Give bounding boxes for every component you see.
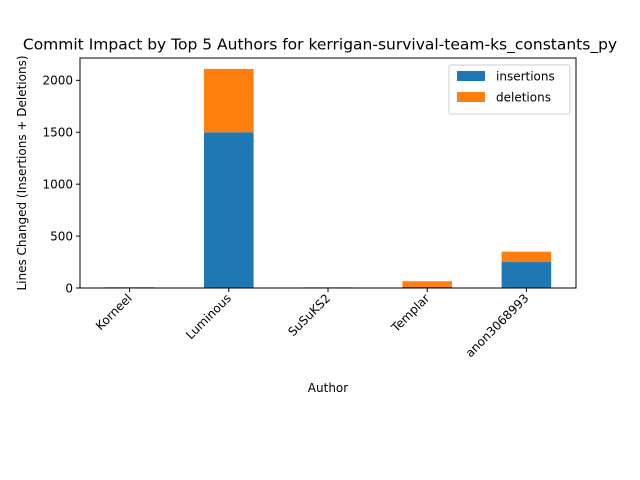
y-tick-label: 0 [65, 281, 73, 295]
bar-anon3068993-deletions [501, 251, 552, 263]
legend-label-insertions: insertions [496, 70, 555, 84]
x-tick-label-susuks2: SuSuKS2 [285, 291, 333, 339]
legend-label-deletions: deletions [496, 91, 551, 105]
y-tick-label: 1500 [42, 126, 73, 140]
y-tick-label: 500 [50, 229, 73, 243]
bar-korneel-deletions [104, 287, 155, 288]
bar-templar-insertions [402, 286, 452, 288]
x-tick-label-luminous: Luminous [183, 291, 234, 342]
x-tick-label-anon3068993: anon3068993 [463, 291, 532, 360]
bar-luminous-deletions [204, 68, 254, 133]
legend: insertions deletions [448, 64, 571, 115]
x-axis: Korneel Luminous SuSuKS2 Templar anon3068993 [93, 288, 532, 360]
bars-group [104, 68, 552, 288]
bar-templar-deletions [402, 281, 452, 287]
bar-luminous-insertions [204, 132, 254, 288]
x-axis-label: Author [308, 381, 348, 395]
y-axis: 0 500 1000 1500 2000 [42, 74, 80, 295]
legend-swatch-insertions [457, 71, 485, 81]
x-tick-label-templar: Templar [388, 291, 432, 335]
y-tick-label: 2000 [42, 74, 73, 88]
y-axis-label: Lines Changed (Insertions + Deletions) [15, 55, 29, 290]
chart-title: Commit Impact by Top 5 Authors for kerri… [23, 36, 617, 55]
bar-anon3068993-insertions [501, 262, 552, 288]
y-tick-label: 1000 [42, 177, 73, 191]
legend-swatch-deletions [457, 92, 485, 102]
x-tick-label-korneel: Korneel [93, 291, 135, 333]
